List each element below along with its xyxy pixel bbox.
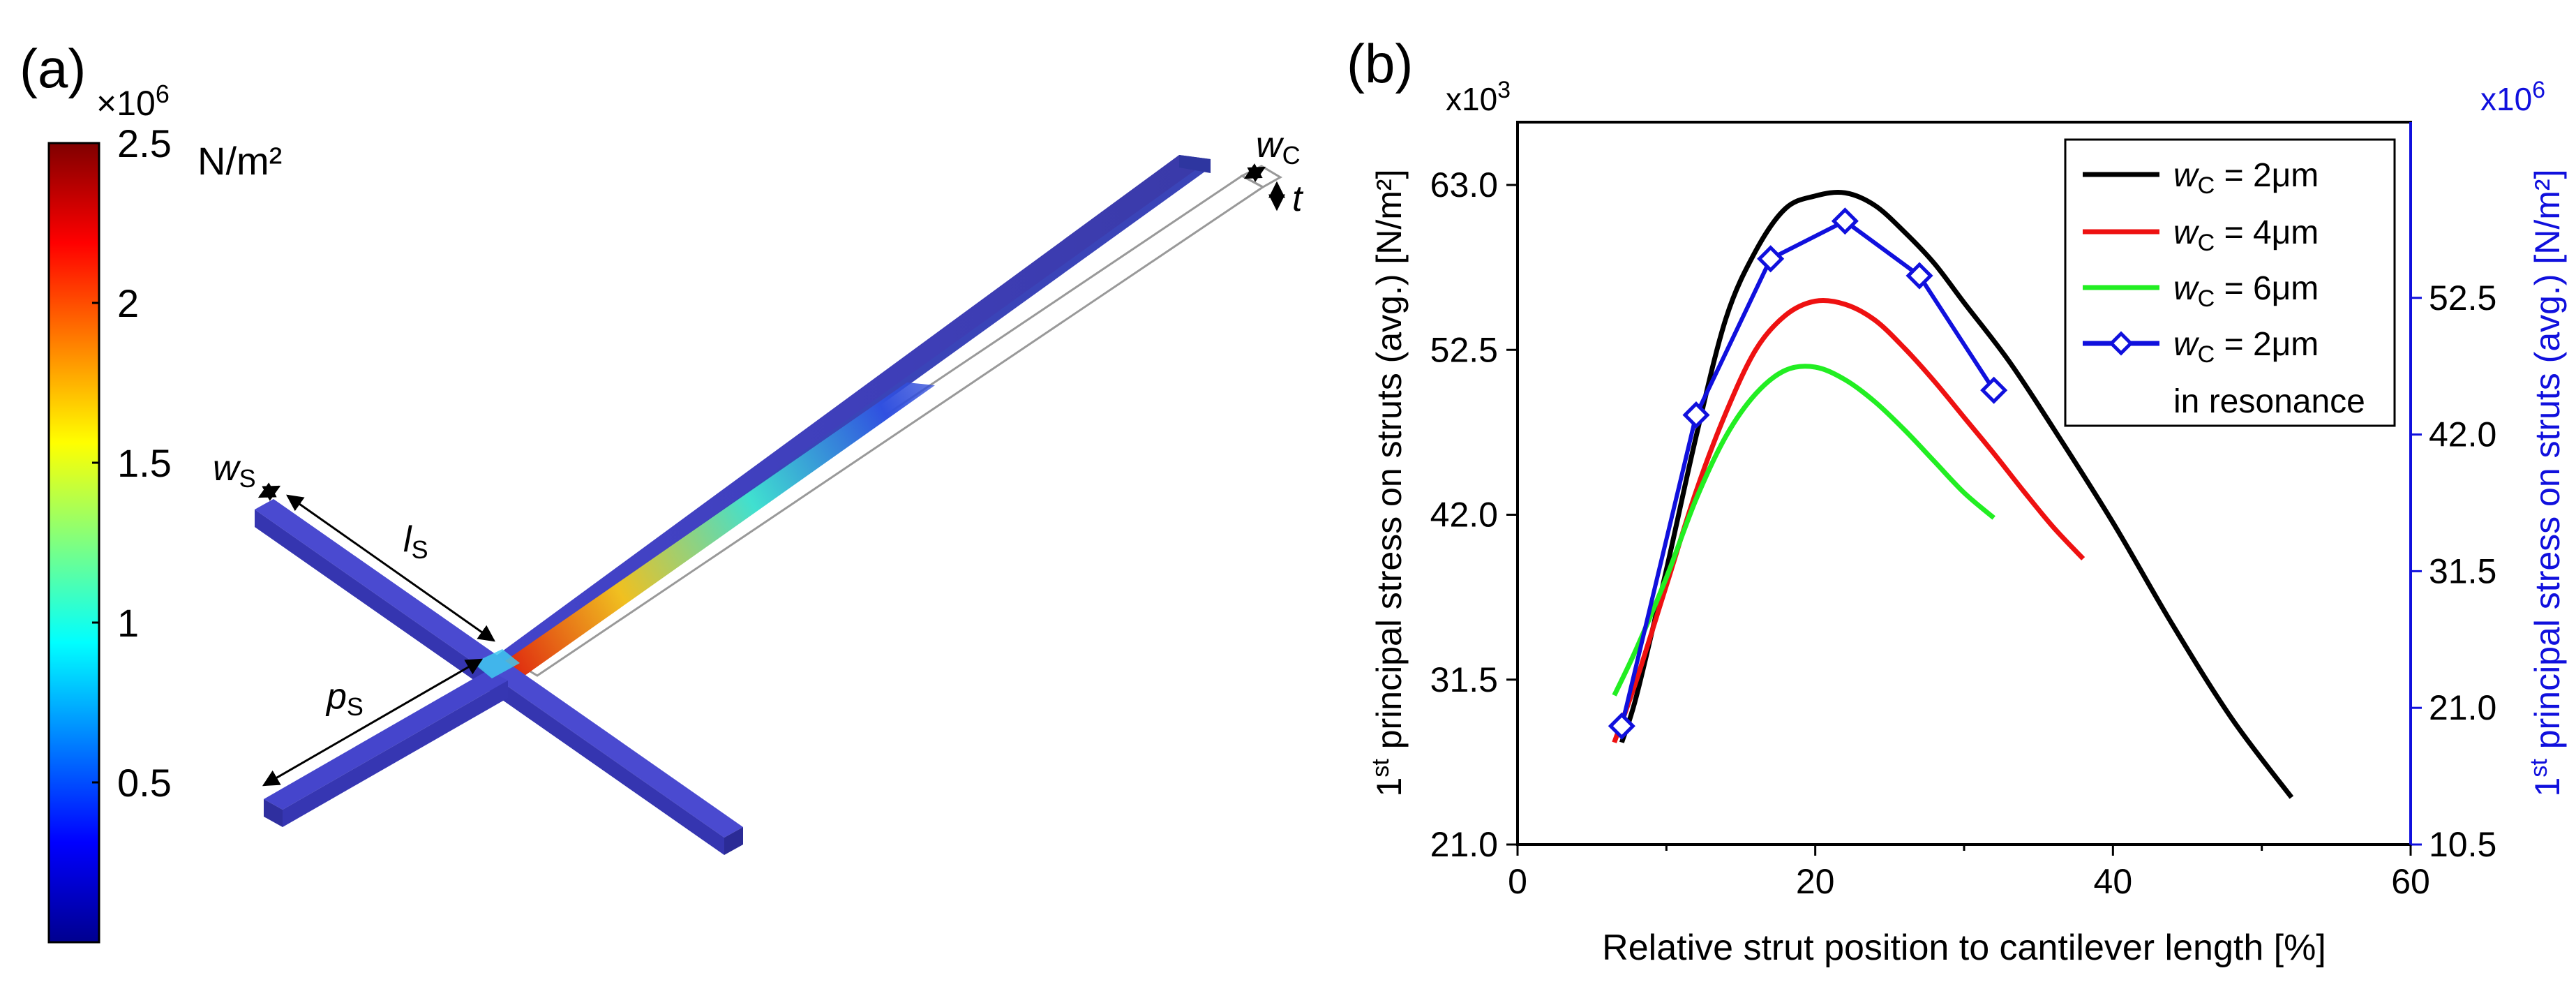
x-tick-label: 40 — [2094, 862, 2133, 901]
series-marker-diamond — [1831, 207, 1859, 235]
x-tick-label: 20 — [1796, 862, 1835, 901]
svg-text:wS: wS — [213, 448, 256, 493]
series-marker-diamond — [1757, 245, 1785, 273]
right-y-tick-label: 10.5 — [2429, 825, 2496, 864]
legend-marker — [2109, 331, 2134, 356]
series-layer — [1608, 189, 2294, 799]
x-axis-label: Relative strut position to cantilever le… — [1602, 928, 2326, 968]
left-y-tick-label: 31.5 — [1430, 660, 1498, 699]
right-y-tick-label: 21.0 — [2429, 688, 2496, 727]
colorbar-unit: N/m² — [197, 139, 282, 183]
x-tick-label: 60 — [2391, 862, 2430, 901]
x-axis-ticks: 0 20 40 60 — [1508, 845, 2430, 901]
panel-b-label: (b) — [1347, 33, 1413, 94]
series-marker-diamond — [1905, 262, 1933, 290]
legend-label-line2: in resonance — [2173, 383, 2365, 420]
colorbar-multiplier: ×106 — [96, 80, 170, 123]
right-y-tick-label: 31.5 — [2429, 551, 2496, 590]
legend-label: wC = 2μm — [2173, 157, 2319, 199]
right-axis-multiplier: x106 — [2480, 77, 2545, 117]
left-y-tick-label: 52.5 — [1430, 330, 1498, 369]
dim-wc: wC — [1243, 125, 1301, 182]
right-y-tick-label: 42.0 — [2429, 415, 2496, 454]
series-marker-diamond — [1608, 712, 1635, 740]
junction — [473, 649, 520, 678]
left-y-axis-ticks: 21.0 31.5 42.0 52.5 63.0 — [1430, 165, 1518, 864]
cantilever-stress-strip — [492, 382, 935, 684]
left-axis-multiplier: x103 — [1446, 77, 1511, 117]
legend-box — [2064, 138, 2396, 427]
dim-ls: lS — [286, 494, 495, 642]
left-y-tick-label: 63.0 — [1430, 165, 1498, 205]
cantilever-end — [1179, 155, 1211, 173]
series-line-1 — [1619, 189, 2294, 799]
colorbar-tick-label: 1 — [117, 601, 139, 645]
panel-a-label: (a) — [20, 38, 86, 99]
dim-t: t — [1268, 179, 1304, 219]
left-y-tick-label: 42.0 — [1430, 496, 1498, 535]
legend-label: wC = 4μm — [2173, 214, 2319, 256]
series-line-3 — [1612, 364, 1995, 697]
dim-ws: wS — [213, 448, 281, 501]
svg-text:t: t — [1292, 179, 1304, 219]
colorbar-tick-label: 0.5 — [117, 761, 172, 805]
colorbar-tick-label: 2 — [117, 281, 139, 325]
cantilever-top — [481, 155, 1211, 667]
svg-text:pS: pS — [325, 676, 364, 721]
strut2-top — [264, 670, 508, 810]
panel-b: (b) x103 x106 0 20 40 60 21.0 31.5 42.0 52.5 63… — [1347, 33, 2567, 968]
legend-label: wC = 6μm — [2173, 270, 2319, 312]
right-y-axis-ticks: 10.5 21.0 31.5 42.0 52.5 — [2411, 278, 2496, 864]
dim-ps: pS — [262, 658, 484, 787]
strut-end — [724, 827, 743, 855]
legend-items: wC = 2μm wC = 4μm wC = 6μm wC = 2μm in reson… — [2083, 157, 2365, 420]
svg-text:wC: wC — [1256, 125, 1301, 170]
legend-label: wC = 2μm — [2173, 326, 2319, 368]
strut2-side — [264, 799, 283, 827]
panel-a: (a) ×106 N/m² 2.5 2 1.5 1 0.5 — [20, 38, 1304, 944]
series-marker-diamond — [1682, 401, 1710, 429]
left-y-tick-label: 21.0 — [1430, 825, 1498, 864]
colorbar: ×106 N/m² 2.5 2 1.5 1 0.5 — [47, 80, 282, 944]
colorbar-tick-label: 1.5 — [117, 441, 172, 485]
colorbar-tick-label: 2.5 — [117, 121, 172, 165]
right-y-axis-label: 1st principal stress on struts (avg.) [N… — [2526, 170, 2567, 797]
svg-text:lS: lS — [403, 519, 428, 564]
series-marker-diamond — [1980, 376, 2008, 404]
series-line-resonance — [1619, 218, 1996, 727]
colorbar-gradient — [47, 142, 100, 944]
cantilever-structure: wC t wS lS pS — [213, 125, 1304, 855]
x-tick-label: 0 — [1508, 862, 1527, 901]
colorbar-ticks: 2.5 2 1.5 1 0.5 — [92, 121, 172, 805]
right-y-tick-label: 52.5 — [2429, 278, 2496, 318]
left-y-axis-label: 1st principal stress on struts (avg.) [N… — [1368, 170, 1409, 797]
legend: wC = 2μm wC = 4μm wC = 6μm wC = 2μm in reson… — [2064, 138, 2396, 427]
